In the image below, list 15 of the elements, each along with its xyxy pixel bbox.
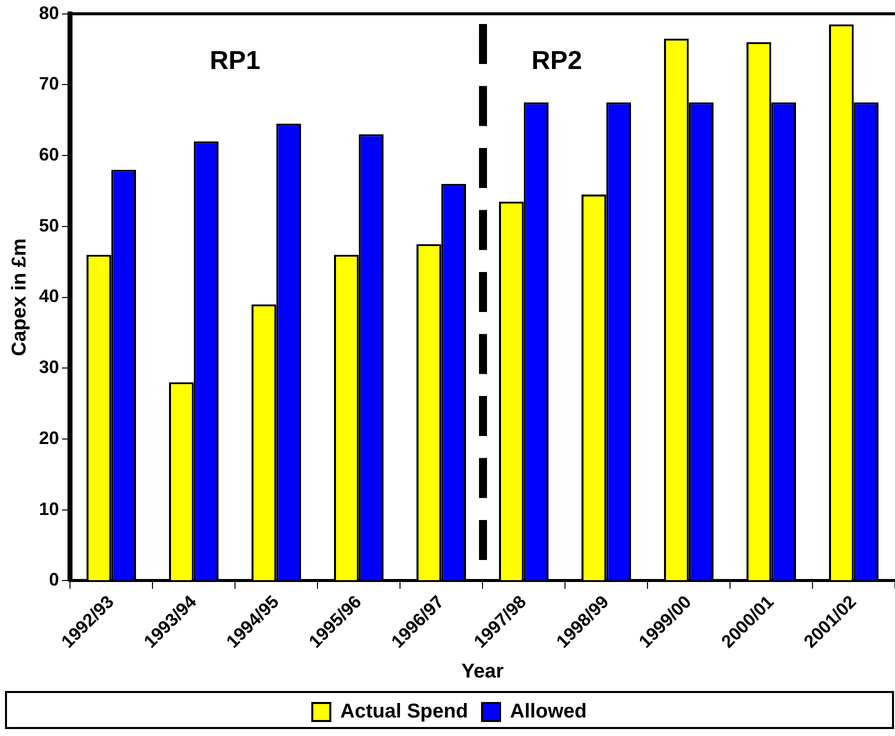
y-tick-label: 10 xyxy=(38,498,60,519)
y-axis-title: Capex in £m xyxy=(8,238,31,356)
y-tick-label: 80 xyxy=(38,2,60,23)
annotation: RP2 xyxy=(531,45,582,76)
x-axis-title: Year xyxy=(461,660,504,683)
annotation: RP1 xyxy=(210,45,260,76)
y-tick-label: 40 xyxy=(38,286,60,306)
legend-label: Allowed xyxy=(510,700,587,723)
y-tick-label: 50 xyxy=(38,215,60,236)
legend-label: Actual Spend xyxy=(340,700,468,723)
y-tick-label: 0 xyxy=(49,570,60,590)
y-tick-label: 30 xyxy=(38,357,60,378)
y-tick-label: 60 xyxy=(38,144,60,164)
y-tick-label: 70 xyxy=(38,74,60,94)
y-tick-label: 20 xyxy=(38,428,60,448)
